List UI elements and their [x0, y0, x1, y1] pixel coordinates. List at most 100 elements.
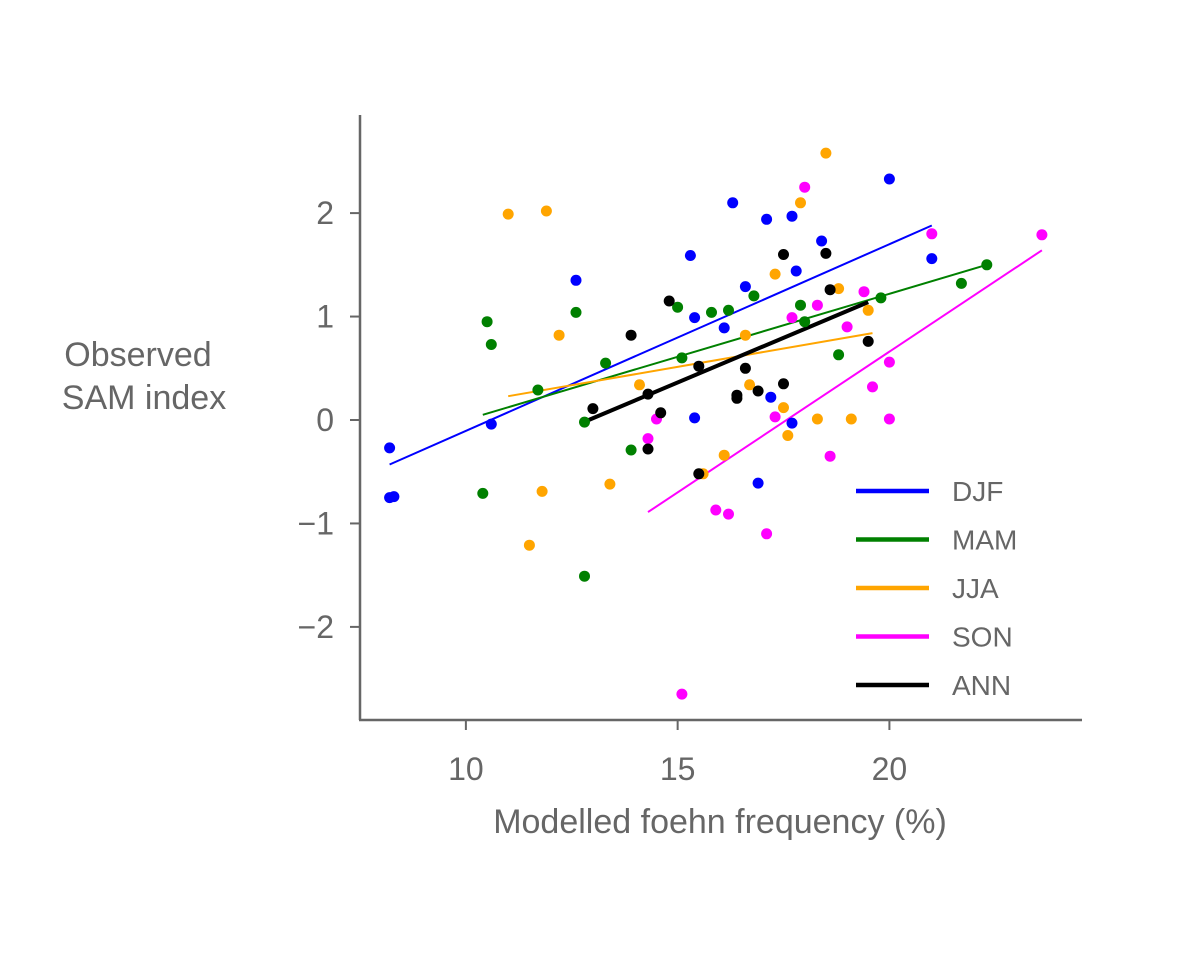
jja-point [536, 485, 548, 497]
jja-point [782, 430, 794, 441]
ann-point [642, 443, 654, 455]
mam-point [477, 487, 489, 499]
mam-point [570, 306, 582, 318]
mam-point [579, 416, 590, 428]
legend-label-mam: MAM [952, 525, 1017, 556]
son-point [710, 504, 722, 516]
y-tick-label: −2 [298, 609, 334, 645]
son-point [867, 381, 878, 393]
jja-point [811, 413, 823, 425]
jja-point [795, 197, 806, 209]
djf-point [684, 250, 696, 261]
djf-point [727, 197, 739, 209]
jja-fit-line [508, 332, 873, 398]
ann-point [587, 403, 599, 415]
son-point [786, 312, 798, 324]
son-point [761, 528, 773, 540]
legend: DJF MAM JJA SON ANN [856, 476, 1017, 701]
y-axis-label-line-1: Observed [64, 336, 211, 374]
djf-point [739, 281, 751, 293]
djf-point [689, 412, 701, 424]
djf-point [388, 491, 400, 503]
son-point [883, 413, 895, 425]
y-tick-label: 0 [316, 402, 334, 438]
ann-point [731, 392, 743, 404]
djf-point [761, 213, 773, 225]
ann-point [778, 249, 789, 260]
son-point [926, 228, 938, 240]
jja-point [820, 147, 832, 159]
x-axis-label: Modelled foehn frequency (%) [493, 803, 947, 841]
y-ticks: 2 1 0 −1 −2 [298, 195, 360, 645]
data-points [384, 147, 1048, 700]
legend-label-son: SON [952, 622, 1013, 653]
ann-point [752, 385, 764, 397]
djf-point [786, 417, 798, 429]
mam-point [748, 290, 760, 302]
mam-point [485, 339, 497, 350]
mam-point [625, 444, 637, 456]
jja-point [862, 304, 874, 316]
jja-point [845, 413, 857, 425]
son-point [858, 286, 870, 298]
son-point [811, 299, 823, 311]
son-point [799, 181, 811, 193]
ann-point [778, 378, 789, 390]
legend-label-djf: DJF [952, 476, 1003, 507]
son-point [824, 450, 836, 462]
son-point [642, 433, 654, 445]
x-tick-label: 15 [660, 751, 696, 787]
mam-point [795, 299, 806, 311]
son-point [723, 508, 734, 520]
son-point [841, 321, 853, 333]
jja-point [739, 329, 751, 341]
mam-point [532, 384, 544, 396]
jja-point [833, 283, 845, 295]
djf-point [765, 391, 777, 403]
jja-point [718, 449, 730, 461]
djf-point [384, 442, 396, 454]
mam-point [676, 352, 688, 364]
son-point [769, 411, 781, 423]
djf-point [816, 235, 828, 247]
ann-point [820, 247, 832, 259]
jja-point [604, 478, 616, 490]
mam-point [579, 570, 590, 582]
mam-point [981, 259, 993, 271]
ann-fit-line [587, 300, 869, 422]
jja-point [778, 402, 789, 414]
mam-point [600, 357, 612, 369]
djf-point [790, 265, 802, 277]
ann-point [655, 407, 667, 419]
y-tick-label: −1 [298, 505, 334, 541]
djf-point [786, 210, 798, 222]
djf-point [752, 477, 764, 489]
mam-point [672, 301, 684, 313]
djf-point [485, 418, 497, 430]
son-point [883, 356, 895, 368]
mam-fit-line [482, 263, 988, 416]
x-ticks: 10 15 20 [448, 720, 907, 787]
y-axis-label-line-2: SAM index [62, 379, 226, 417]
ann-point [693, 468, 705, 480]
djf-point [570, 274, 582, 286]
y-tick-label: 1 [316, 299, 334, 335]
ann-point [862, 335, 874, 347]
jja-point [523, 539, 535, 551]
regression-lines [389, 224, 1043, 513]
jja-point [553, 329, 565, 341]
son-point [1036, 229, 1048, 241]
jja-point [769, 268, 781, 280]
jja-point [634, 379, 645, 391]
son-point [676, 688, 688, 700]
x-tick-label: 10 [448, 751, 484, 787]
ann-point [642, 388, 654, 400]
mam-point [723, 304, 734, 316]
y-tick-label: 2 [316, 195, 334, 231]
djf-point [883, 173, 895, 185]
ann-point [663, 295, 675, 307]
jja-point [744, 379, 756, 391]
djf-point [926, 253, 938, 265]
legend-label-jja: JJA [952, 573, 999, 604]
